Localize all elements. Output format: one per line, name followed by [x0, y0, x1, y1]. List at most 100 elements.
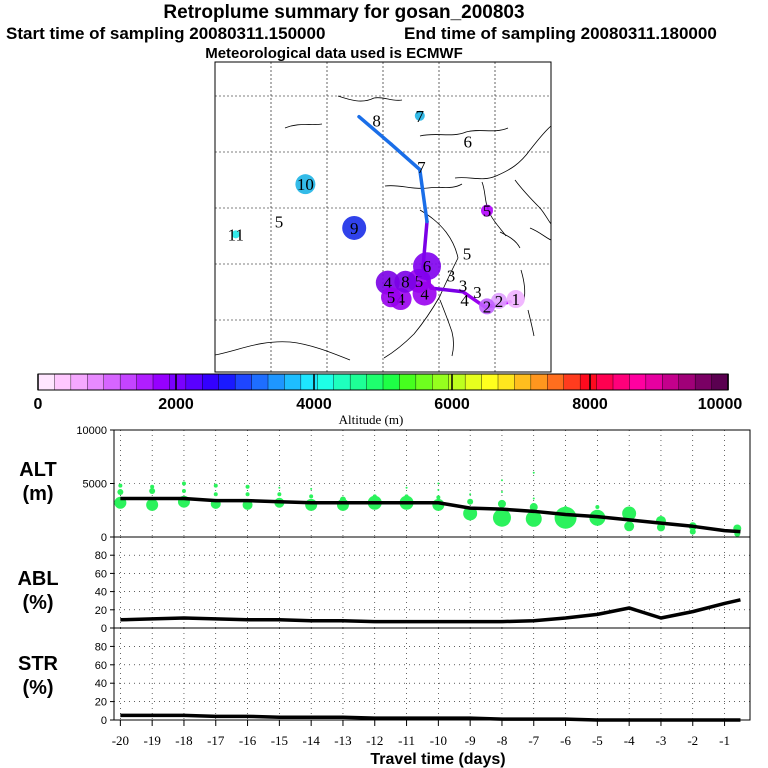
plume-clusters: 12233344445555566778891011: [228, 107, 525, 316]
colorbar-swatch: [349, 373, 368, 391]
trajectory-map: 12233344445555566778891011: [214, 61, 552, 373]
colorbar-swatch: [612, 373, 631, 391]
chart-title: Retroplume summary for gosan_200803: [163, 2, 525, 23]
start-time-label: Start time of sampling 20080311.150000: [6, 24, 326, 43]
cluster-label: 8: [372, 111, 381, 130]
alt-scatter-point: [492, 508, 511, 527]
cluster-dot: [481, 204, 493, 217]
x-tick-label: -10: [430, 733, 447, 748]
alt-scatter-point: [146, 498, 159, 511]
cluster-dot: [394, 270, 417, 293]
alt-scatter-point: [278, 486, 281, 489]
colorbar-swatch: [711, 373, 729, 391]
cluster-label: 3: [473, 283, 482, 302]
alt-panel: 10000 5000 0: [76, 425, 751, 544]
x-tick-label: -9: [465, 733, 476, 748]
abl-panel: 80 60 40 20 0: [95, 536, 751, 635]
alt-scatter-point: [532, 497, 535, 500]
colorbar-swatch: [169, 373, 187, 391]
colorbar-swatch: [119, 373, 138, 391]
panel-labels: ALT (m) ABL (%) STR (%): [17, 459, 58, 699]
colorbar-swatch: [547, 373, 565, 391]
cluster-dot: [295, 174, 316, 195]
cluster-label: 5: [387, 288, 396, 307]
x-tick-label: -1: [719, 733, 730, 748]
abl-ytick-label: 0: [101, 623, 107, 635]
alt-scatter-point: [497, 499, 506, 508]
alt-scatter-point: [689, 528, 696, 535]
alt-scatter-point: [150, 484, 155, 489]
cluster-label: 4: [384, 274, 393, 293]
abl-unit-label: (%): [22, 592, 53, 614]
colorbar-tick-label: 2000: [158, 396, 194, 413]
alt-scatter-point: [245, 492, 250, 497]
x-tick-label: -6: [560, 733, 571, 748]
abl-label: ABL: [17, 568, 58, 590]
colorbar-tick-label: 6000: [434, 396, 470, 413]
cluster-label: 8: [401, 273, 410, 292]
alt-scatter-point: [500, 479, 503, 482]
colorbar-swatch: [530, 373, 548, 391]
colorbar-swatch: [317, 373, 335, 391]
colorbar-swatch: [432, 373, 450, 391]
coastlines: [214, 95, 552, 361]
alt-scatter-point: [277, 492, 282, 497]
colorbar-swatch: [333, 373, 351, 391]
alt-scatter-point: [437, 482, 440, 485]
abl-ytick-label: 20: [95, 605, 107, 617]
cluster-label: 7: [417, 158, 426, 177]
alt-scatter-point: [213, 492, 218, 497]
str-ytick-label: 20: [95, 697, 107, 709]
colorbar-swatch: [563, 373, 581, 391]
abl-ytick-label: 60: [95, 568, 107, 580]
x-tick-label: -13: [334, 733, 351, 748]
alt-scatter-point: [624, 521, 635, 532]
alt-scatter-point: [372, 494, 377, 499]
alt-scatter-point: [436, 495, 441, 500]
str-ytick-label: 40: [95, 678, 107, 690]
colorbar-swatch: [251, 373, 269, 391]
cluster-label: 11: [228, 225, 244, 244]
colorbar-swatch: [366, 373, 384, 391]
cluster-label: 10: [297, 175, 314, 194]
colorbar-swatch: [267, 373, 286, 391]
str-label: STR: [18, 653, 59, 675]
x-axis: -20 -19 -18 -17 -16 -15 -14 -13 -12 -11 -10 -9 -8 -7 -…: [112, 720, 730, 748]
str-ytick-label: 0: [101, 715, 107, 727]
colorbar-swatch: [481, 373, 499, 391]
cluster-label: 2: [495, 292, 504, 311]
alt-scatter-point: [595, 505, 600, 510]
cluster-label: 1: [512, 290, 521, 309]
alt-scatter-point: [563, 506, 568, 511]
abl-ytick-label: 40: [95, 587, 107, 599]
alt-scatter-point: [404, 494, 409, 499]
altitude-colorbar: 0 2000 4000 6000 8000 10000: [34, 373, 742, 413]
colorbar-swatch: [678, 373, 696, 391]
cluster-dot: [491, 292, 507, 309]
colorbar-swatch: [579, 373, 598, 391]
cluster-label: 5: [483, 202, 492, 221]
alt-scatter-point: [469, 493, 472, 496]
x-tick-label: -18: [175, 733, 192, 748]
x-tick-label: -20: [112, 733, 129, 748]
colorbar-swatch: [185, 373, 203, 391]
x-tick-label: -11: [398, 733, 415, 748]
x-tick-label: -8: [497, 733, 508, 748]
cluster-label: 7: [416, 107, 425, 126]
cluster-label: 9: [350, 219, 359, 238]
colorbar-swatch: [596, 373, 614, 391]
colorbar-swatch: [284, 373, 302, 391]
alt-scatter-point: [467, 498, 474, 505]
str-series-line: [120, 713, 741, 722]
alt-scatter-point: [117, 489, 124, 496]
abl-ytick-label: 80: [95, 550, 107, 562]
alt-scatter-point: [529, 503, 538, 512]
x-tick-label: -17: [207, 733, 225, 748]
colorbar-swatch: [218, 373, 236, 391]
alt-scatter-point: [437, 488, 440, 491]
alt-scatter-point: [309, 494, 314, 499]
alt-scatter-point: [245, 484, 250, 489]
cluster-label: 3: [447, 266, 456, 285]
x-axis-label: Travel time (days): [370, 751, 505, 768]
